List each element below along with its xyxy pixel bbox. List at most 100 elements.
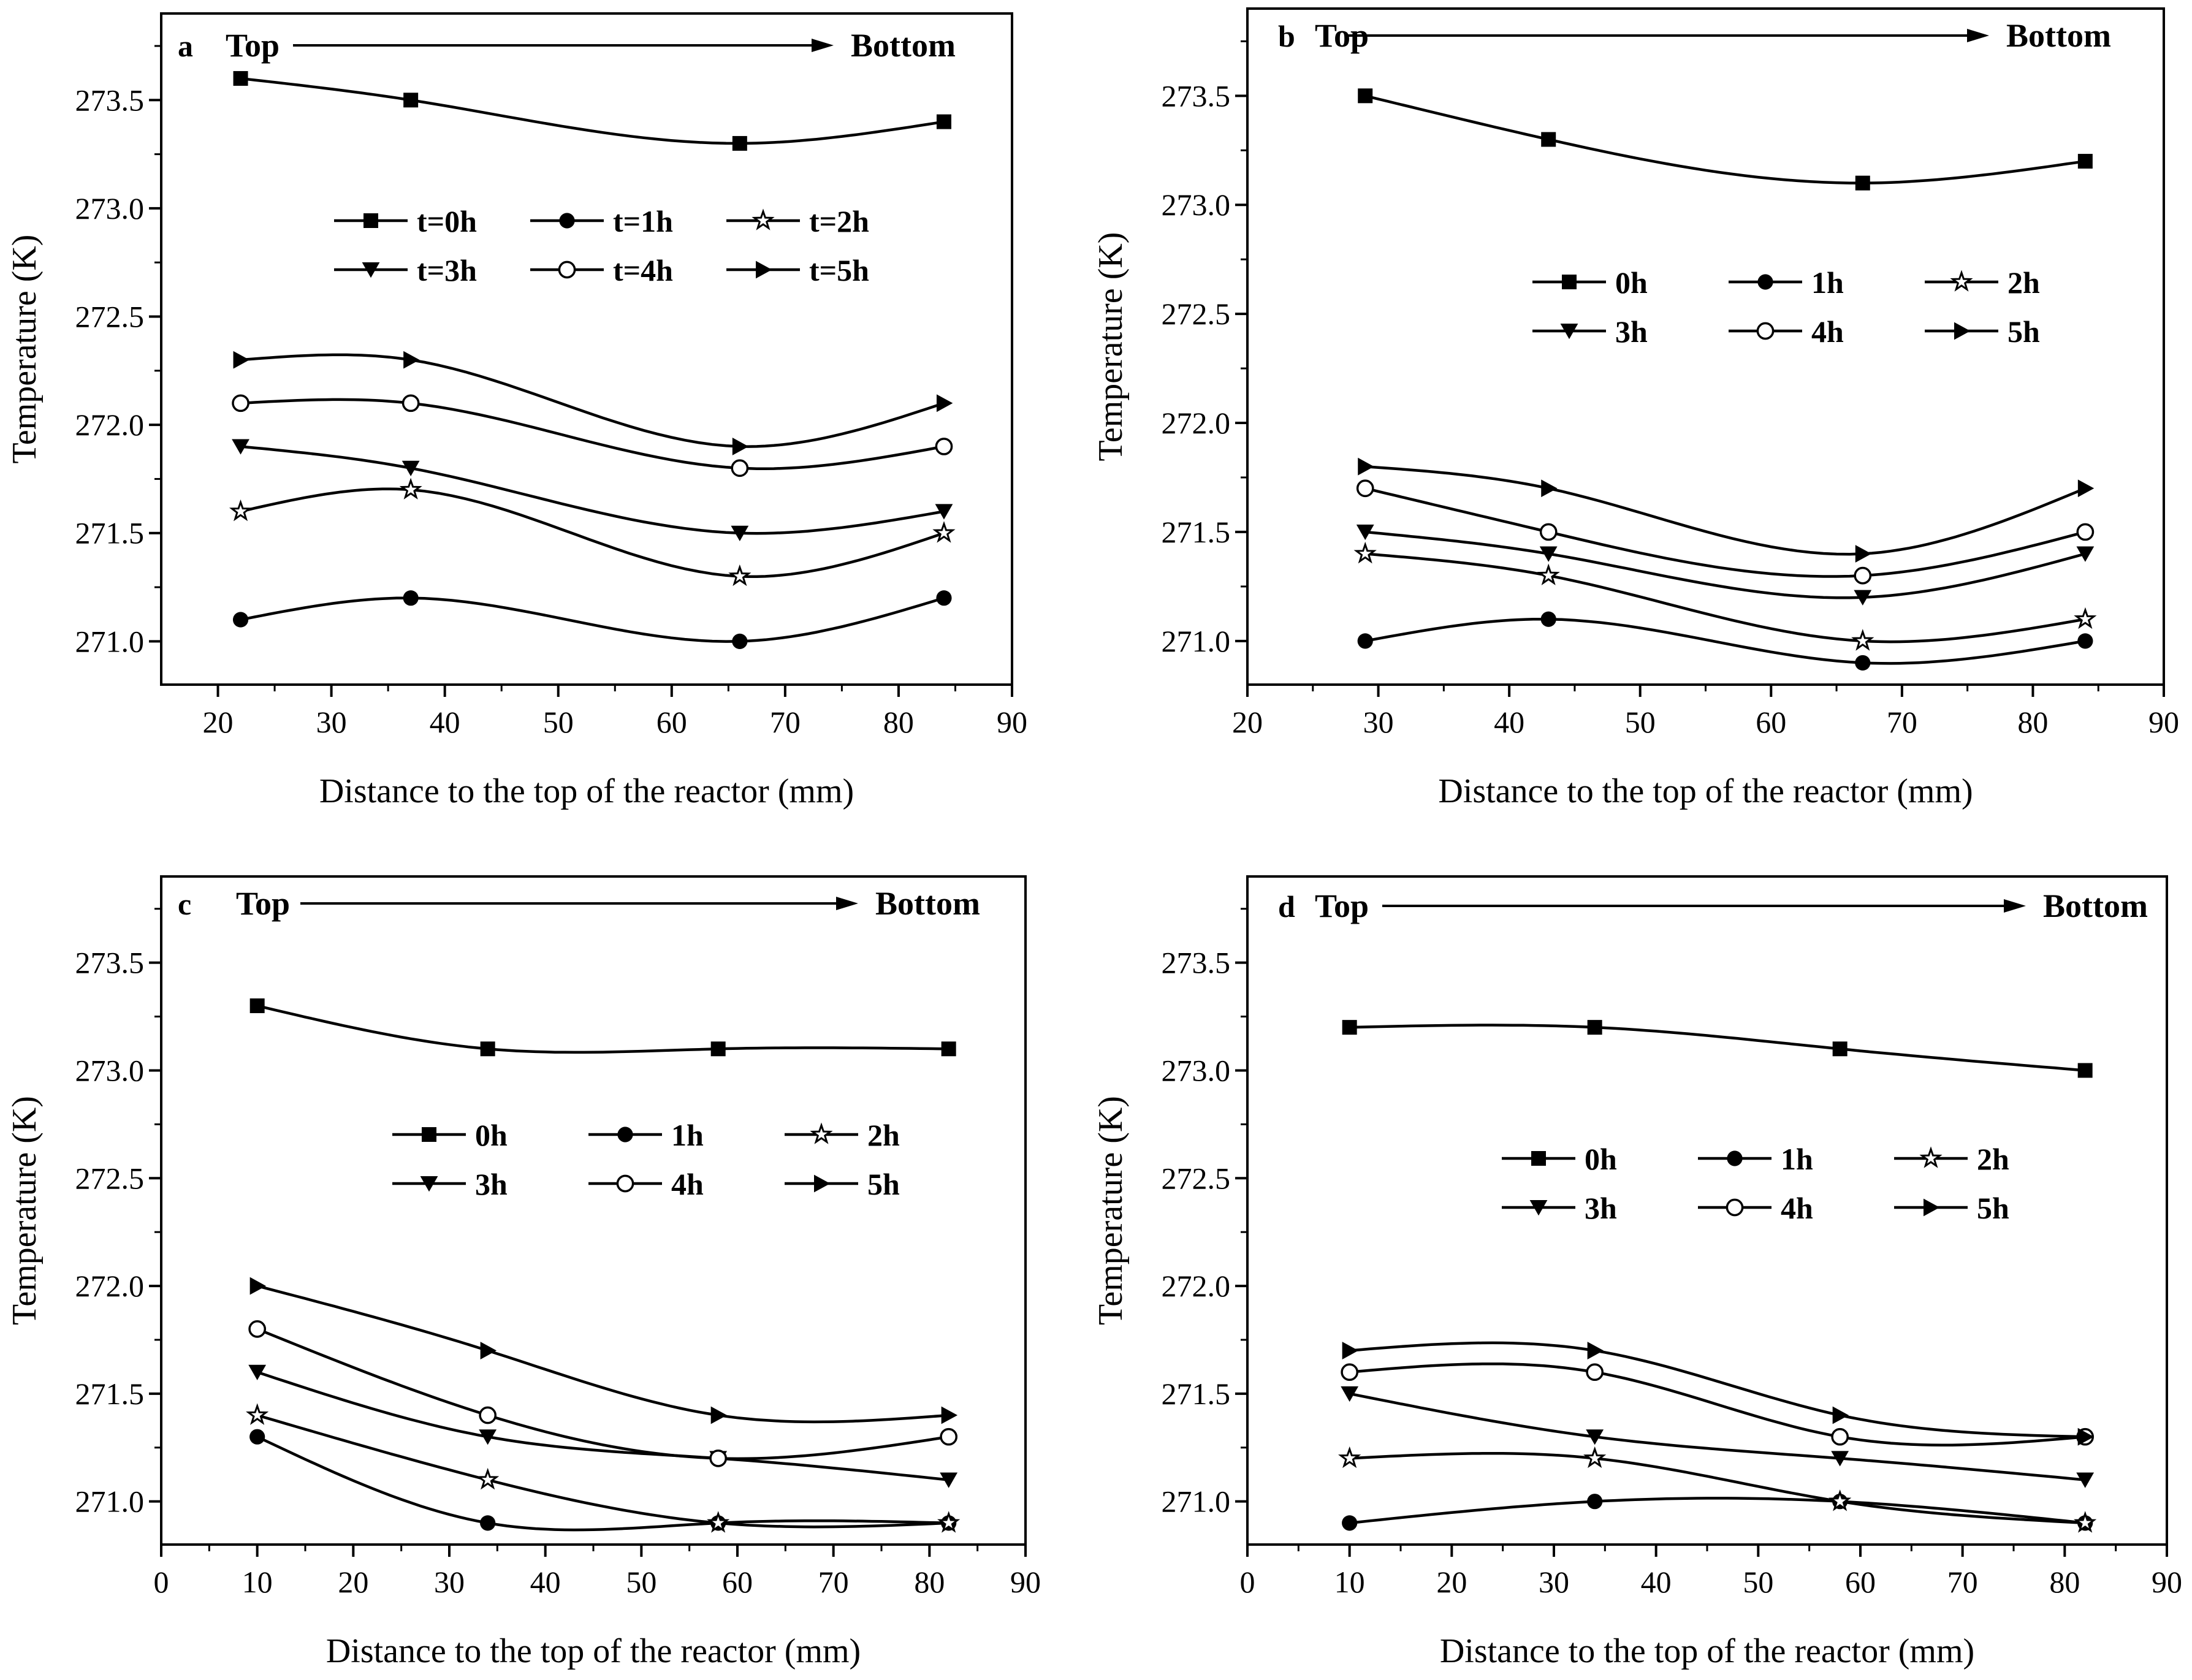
legend-marker [1757, 274, 1773, 290]
series-line-3h [1349, 1392, 2085, 1481]
x-tick-label: 70 [1947, 1565, 1978, 1599]
data-point-4h [1356, 479, 1374, 498]
legend-label: t=5h [809, 253, 869, 287]
data-point-t=4h [935, 438, 953, 455]
series-line-2h [1365, 552, 2086, 644]
data-point-2h [937, 1511, 961, 1533]
panel-letter: c [178, 887, 191, 921]
series-line-0h [257, 1004, 949, 1054]
data-point-2h [1353, 541, 1377, 564]
x-tick-label: 40 [530, 1565, 561, 1599]
data-point-1h [2077, 633, 2093, 649]
data-point-3h [1586, 1429, 1604, 1445]
plot-frame [160, 12, 1013, 686]
y-tick-label: 272.0 [1162, 406, 1231, 440]
legend-marker [1562, 275, 1577, 289]
series-line-t=1h [240, 596, 945, 643]
data-point-t=2h [728, 564, 752, 587]
data-point-3h [1831, 1451, 1849, 1467]
x-tick-label: 40 [1641, 1565, 1672, 1599]
x-tick-label: 30 [316, 705, 347, 739]
x-tick-label: 0 [1240, 1565, 1255, 1599]
data-point-5h [2077, 1427, 2095, 1446]
data-point-5h [1541, 479, 1558, 498]
legend-label: 3h [475, 1167, 508, 1201]
series-line-5h [1349, 1341, 2085, 1439]
legend-marker [1531, 1151, 1546, 1166]
y-tick-label: 273.0 [75, 1053, 145, 1087]
data-point-3h [1854, 590, 1872, 606]
y-tick-label: 273.0 [1162, 188, 1231, 222]
y-tick-label: 271.5 [75, 516, 145, 550]
data-point-2h [1537, 563, 1560, 585]
y-axis-title: Temperature (K) [1092, 232, 1130, 462]
data-point-1h [1357, 633, 1373, 649]
data-point-5h [249, 1277, 267, 1295]
y-tick-label: 272.5 [1162, 297, 1231, 331]
data-point-0h [710, 1041, 726, 1057]
data-point-3h [2076, 1472, 2095, 1488]
x-tick-label: 50 [626, 1565, 656, 1599]
data-point-t=0h [403, 93, 419, 108]
legend-label: t=2h [809, 204, 869, 238]
panel-letter: a [178, 29, 193, 63]
data-point-t=3h [935, 504, 953, 520]
data-point-4h [479, 1406, 497, 1424]
bottom-label: Bottom [2043, 888, 2148, 924]
x-tick-label: 90 [1010, 1565, 1041, 1599]
bottom-label: Bottom [851, 27, 956, 64]
x-tick-label: 20 [338, 1565, 368, 1599]
data-point-2h [2074, 607, 2097, 629]
legend-marker [559, 213, 575, 229]
data-point-4h [248, 1320, 267, 1338]
x-tick-label: 80 [883, 705, 914, 739]
bottom-label: Bottom [2006, 17, 2111, 54]
y-tick-label: 272.0 [75, 1269, 145, 1303]
y-axis-title: Temperature (K) [1092, 1096, 1130, 1325]
legend-marker [1529, 1200, 1548, 1216]
legend-marker [756, 260, 772, 279]
x-tick-label: 60 [656, 705, 687, 739]
data-point-t=2h [399, 477, 422, 500]
legend-label: 5h [2007, 314, 2040, 349]
x-tick-label: 50 [1625, 705, 1656, 739]
series-line-4h [256, 1328, 949, 1461]
data-point-t=5h [233, 351, 249, 369]
panel-letter: d [1278, 889, 1295, 924]
x-tick-label: 30 [1539, 1565, 1569, 1599]
data-point-t=3h [731, 525, 749, 541]
data-point-t=5h [936, 394, 953, 412]
data-point-t=4h [401, 394, 420, 412]
legend-marker [1560, 324, 1578, 340]
y-tick-label: 272.0 [75, 408, 145, 442]
data-point-t=3h [401, 460, 420, 476]
y-tick-label: 273.0 [75, 191, 145, 226]
series-line-t=4h [240, 398, 945, 470]
legend-marker [363, 213, 378, 228]
data-point-1h [1540, 611, 1556, 627]
data-point-0h [1832, 1041, 1848, 1057]
data-point-t=2h [229, 499, 253, 522]
legend-marker [1954, 322, 1971, 340]
x-axis-title: Distance to the top of the reactor (mm) [319, 772, 854, 810]
series-line-t=0h [240, 77, 945, 145]
legend-label: 2h [867, 1118, 900, 1152]
legend-label: t=3h [417, 253, 477, 287]
x-axis-title: Distance to the top of the reactor (mm) [1440, 1632, 1974, 1670]
y-tick-label: 271.5 [1162, 515, 1231, 549]
legend-marker [1756, 322, 1775, 340]
x-tick-label: 20 [203, 705, 234, 739]
legend-label: 0h [1615, 265, 1648, 300]
legend-label: 4h [1781, 1191, 1813, 1225]
data-point-4h [1854, 566, 1872, 585]
legend-label: 5h [867, 1167, 900, 1201]
data-point-t=4h [232, 394, 249, 412]
direction-arrow-head [1967, 29, 1989, 42]
legend-marker [1726, 1198, 1744, 1217]
plot-frame [1246, 875, 2168, 1546]
data-point-0h [1587, 1020, 1602, 1035]
series-line-3h [1365, 530, 2086, 599]
data-point-4h [709, 1450, 728, 1467]
